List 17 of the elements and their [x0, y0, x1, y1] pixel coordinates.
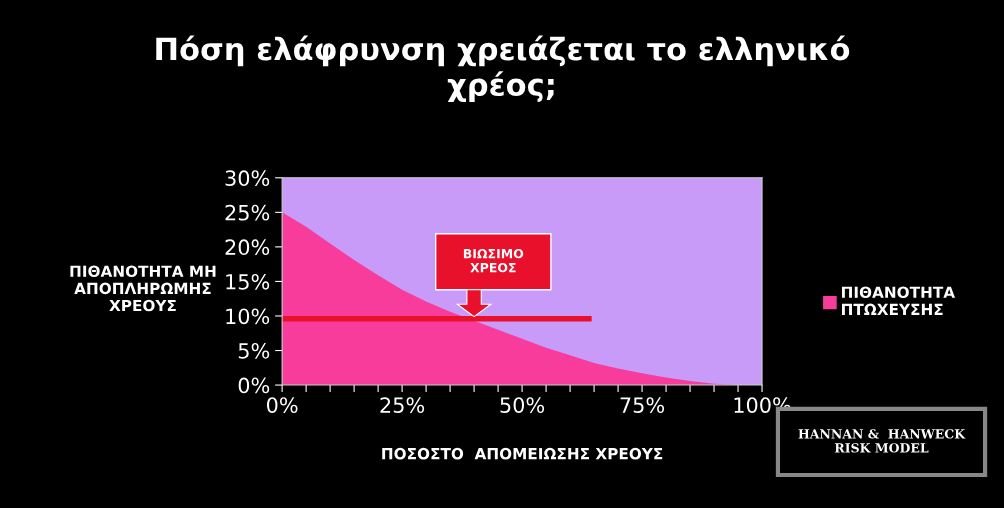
y-axis-title: ΠΙΘΑΝΟΤΗΤΑ ΜΗ ΑΠΟΠΛΗΡΩΜΗΣ ΧΡΕΟΥΣ — [70, 265, 216, 312]
chart-title: Πόση ελάφρυνση χρειάζεται το ελληνικό χρέος; — [156, 35, 850, 103]
x-axis-title: ΠΟΣΟΣΤΟ ΑΠΟΜΕΙΩΣΗΣ ΧΡΕΟΥΣ — [382, 447, 663, 460]
y-tick-label: 10% — [226, 308, 270, 325]
annotation: ΒΙΩΣΙΜΟ ΧΡΕΟΣ — [463, 248, 524, 273]
y-tick-label: 15% — [226, 273, 270, 290]
y-tick-label: 0% — [238, 377, 270, 394]
x-tick-label: 75% — [620, 397, 665, 413]
text: HANNAN & HANWECK RISK MODEL — [798, 429, 966, 453]
y-tick-label: 30% — [225, 170, 270, 187]
x-tick-label: 0% — [266, 397, 298, 413]
legend-label: ΠΙΘΑΝΟΤΗΤΑ ΠΤΩΧΕΥΣΗΣ — [841, 286, 956, 315]
x-tick-label: 50% — [500, 397, 545, 413]
y-tick-label: 25% — [225, 204, 270, 221]
y-tick-label: 20% — [225, 239, 270, 256]
y-tick-label: 5% — [238, 342, 270, 359]
x-tick-label: 25% — [380, 397, 425, 413]
